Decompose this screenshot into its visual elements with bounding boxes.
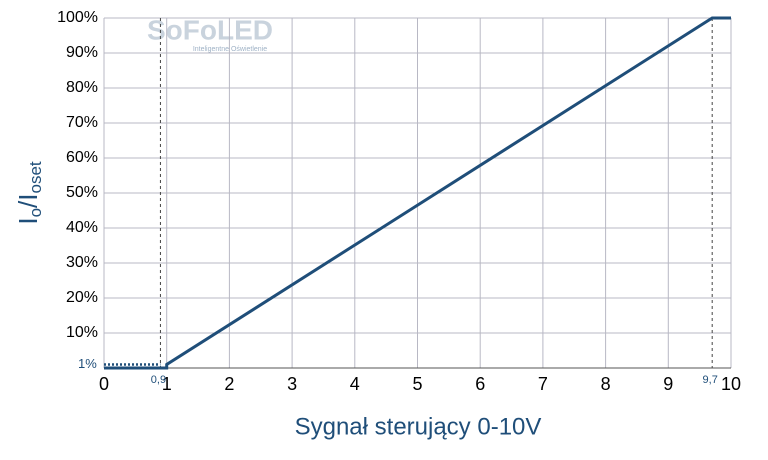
y-label-part: /I <box>13 193 43 207</box>
marker-label: 9,7 <box>703 374 718 386</box>
y-tick-label: 30% <box>66 254 98 271</box>
marker-label: 0,9 <box>151 374 166 386</box>
y-tick-label: 10% <box>66 324 98 341</box>
x-tick-label: 6 <box>475 374 485 394</box>
x-tick-label: 1 <box>162 374 172 394</box>
x-tick-label: 0 <box>99 374 109 394</box>
x-tick-label: 2 <box>224 374 234 394</box>
y-tick-label: 40% <box>66 219 98 236</box>
y-label-part: oset <box>26 161 45 193</box>
data-line <box>104 16 731 370</box>
watermark-title: SoFoLED <box>147 14 273 45</box>
x-tick-label: 3 <box>287 374 297 394</box>
y-tick-label: 90% <box>66 44 98 61</box>
y-label-part: o <box>26 208 45 217</box>
x-axis-label: Sygnał sterujący 0-10V <box>295 413 542 440</box>
y-axis-label: Io/Ioset <box>13 161 46 225</box>
y-label-part: I <box>13 217 43 224</box>
y-tick-label: 20% <box>66 289 98 306</box>
x-tick-label: 7 <box>538 374 548 394</box>
x-tick-label: 9 <box>663 374 673 394</box>
x-tick-label: 4 <box>350 374 360 394</box>
level-label: 1% <box>78 356 97 371</box>
y-tick-label: 50% <box>66 184 98 201</box>
x-tick-label: 8 <box>601 374 611 394</box>
y-tick-label: 80% <box>66 79 98 96</box>
x-tick-label: 10 <box>721 374 741 394</box>
y-tick-label: 70% <box>66 114 98 131</box>
y-tick-label: 60% <box>66 149 98 166</box>
watermark-subtitle: Inteligentne Oświetlenie <box>193 46 267 53</box>
x-tick-label: 5 <box>412 374 422 394</box>
y-tick-label: 100% <box>57 9 98 26</box>
